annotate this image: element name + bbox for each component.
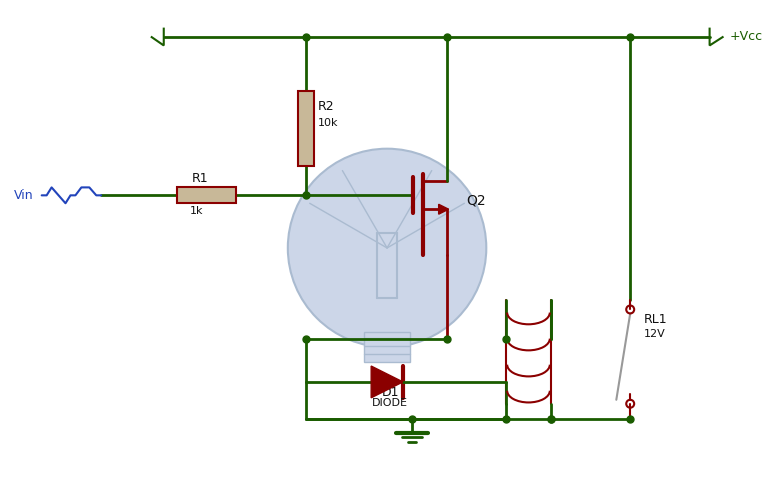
Text: DIODE: DIODE <box>372 398 408 408</box>
Bar <box>364 332 410 362</box>
Text: Q2: Q2 <box>466 194 486 207</box>
Text: 1k: 1k <box>190 206 203 216</box>
FancyBboxPatch shape <box>298 91 313 166</box>
Text: R1: R1 <box>191 172 208 185</box>
Circle shape <box>288 148 486 347</box>
Text: 10k: 10k <box>318 118 338 128</box>
Text: D1: D1 <box>382 386 399 399</box>
Text: Vin: Vin <box>14 189 34 202</box>
Polygon shape <box>371 366 403 398</box>
Text: R2: R2 <box>318 100 334 113</box>
Text: +Vcc: +Vcc <box>730 30 763 43</box>
Text: 12V: 12V <box>644 329 666 339</box>
Text: RL1: RL1 <box>644 313 667 326</box>
Polygon shape <box>439 204 449 214</box>
FancyBboxPatch shape <box>177 187 237 203</box>
